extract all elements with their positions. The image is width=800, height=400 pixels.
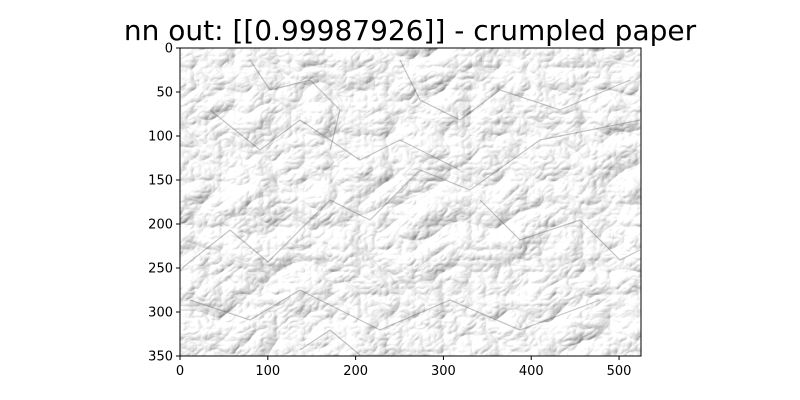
y-tick-label: 150 bbox=[148, 174, 173, 189]
y-tick-label: 200 bbox=[148, 218, 173, 233]
x-tick-label: 400 bbox=[519, 364, 544, 379]
crumpled-paper-image bbox=[180, 48, 641, 356]
y-tick-label: 250 bbox=[148, 262, 173, 277]
crease-lines bbox=[181, 59, 641, 356]
x-tick-label: 0 bbox=[176, 364, 184, 379]
y-tick-label: 50 bbox=[156, 86, 173, 101]
axes-frame bbox=[179, 47, 642, 357]
x-tick-label: 200 bbox=[343, 364, 368, 379]
x-tick-label: 100 bbox=[255, 364, 280, 379]
y-axis: 0 50 100 150 200 250 300 350 bbox=[148, 42, 180, 365]
x-axis: 0 100 200 300 400 500 bbox=[176, 356, 632, 379]
x-tick-label: 500 bbox=[607, 364, 632, 379]
y-tick-label: 350 bbox=[148, 350, 173, 365]
x-tick-label: 300 bbox=[431, 364, 456, 379]
y-tick-label: 300 bbox=[148, 306, 173, 321]
plot-area bbox=[180, 48, 641, 356]
y-tick-label: 100 bbox=[148, 130, 173, 145]
y-tick-label: 0 bbox=[165, 42, 173, 57]
chart-title: nn out: [[0.99987926]] - crumpled paper bbox=[124, 14, 697, 47]
